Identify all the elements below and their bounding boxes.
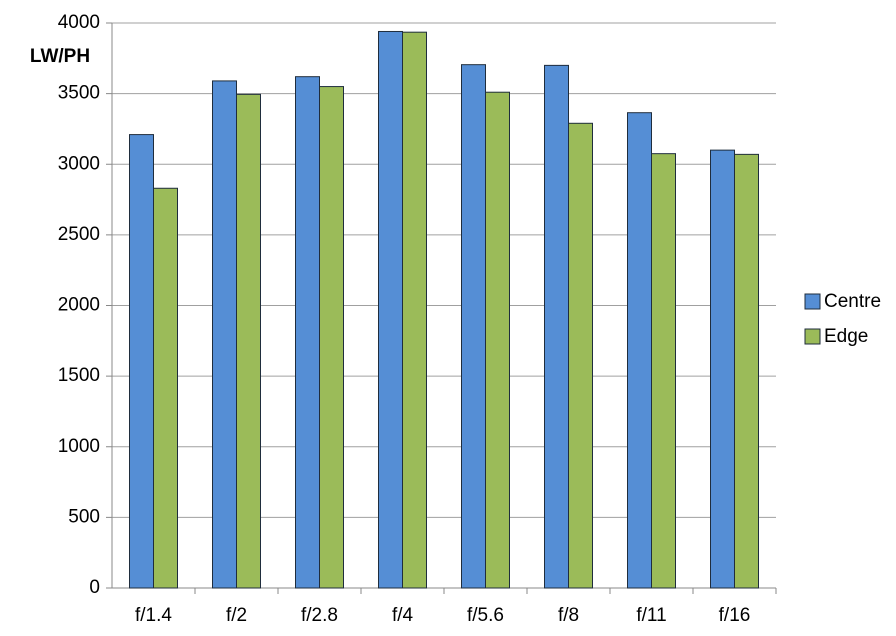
x-tick-label: f/2	[226, 605, 247, 626]
bar	[734, 153, 759, 589]
bar	[568, 122, 593, 589]
bar	[627, 112, 652, 589]
legend-swatch	[804, 293, 821, 310]
bar	[544, 64, 569, 589]
y-tick-label: 3500	[58, 83, 100, 104]
bar	[319, 86, 344, 589]
y-tick-label: 4000	[58, 12, 100, 33]
bar	[153, 187, 178, 589]
x-tick-label: f/1.4	[135, 605, 172, 626]
legend-swatch	[804, 328, 821, 345]
x-tick-label: f/5.6	[467, 605, 504, 626]
x-tick-label: f/2.8	[301, 605, 338, 626]
x-tick-label: f/4	[392, 605, 414, 626]
bar	[378, 30, 403, 589]
bar	[461, 64, 486, 589]
y-tick-label: 2500	[58, 224, 100, 245]
bar	[651, 153, 676, 589]
y-tick-label: 500	[68, 506, 100, 527]
y-tick-label: 2000	[58, 295, 100, 316]
x-tick-label: f/11	[636, 605, 666, 626]
x-tick-label: f/8	[558, 605, 579, 626]
bar	[236, 93, 261, 589]
y-axis-label: LW/PH	[30, 46, 90, 67]
bar	[485, 91, 510, 589]
bar	[295, 76, 320, 589]
legend-label: Centre	[824, 291, 881, 312]
y-tick-label: 3000	[58, 153, 100, 174]
y-tick-label: 0	[89, 577, 100, 598]
bar	[129, 134, 154, 589]
bar	[212, 80, 237, 589]
y-tick-label: 1500	[58, 365, 100, 386]
x-tick-label: f/16	[719, 605, 751, 626]
bar	[402, 31, 427, 589]
legend-label: Edge	[824, 326, 868, 347]
bar	[710, 149, 735, 589]
y-tick-label: 1000	[58, 436, 100, 457]
